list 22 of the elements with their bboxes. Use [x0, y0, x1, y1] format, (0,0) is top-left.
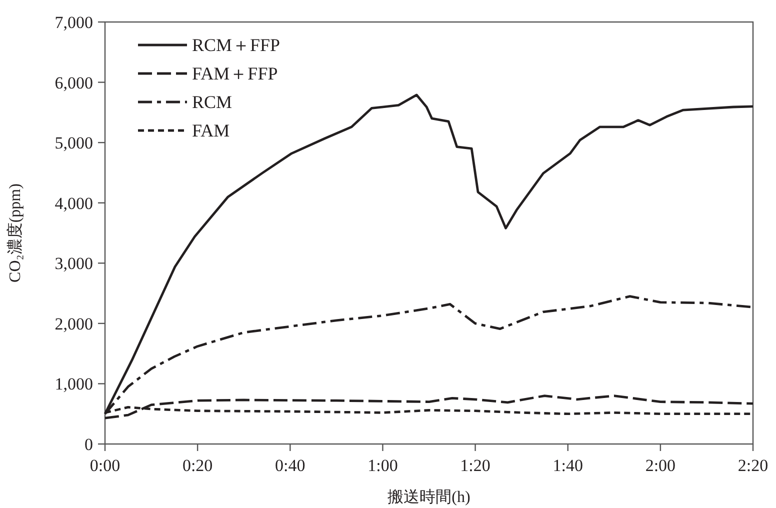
y-tick-label: 5,000 [54, 134, 93, 153]
y-tick-label: 2,000 [54, 314, 93, 334]
x-tick-label: 2:20 [738, 456, 768, 475]
y-tick-label: 1,000 [54, 374, 93, 394]
legend-label: RCM [192, 92, 232, 112]
x-axis-title: 搬送時間(h) [388, 488, 470, 506]
x-tick-label: 0:20 [182, 456, 213, 475]
legend-label: FAM＋FFP [192, 64, 278, 84]
x-tick-label: 1:40 [552, 456, 583, 475]
x-tick-label: 0:00 [90, 456, 120, 475]
legend-label: FAM [192, 120, 230, 140]
y-tick-label: 4,000 [54, 194, 93, 213]
y-tick-label: 3,000 [54, 254, 93, 274]
legend-label: RCM＋FFP [192, 35, 280, 55]
y-axis-title: CO₂濃度(ppm) [6, 184, 24, 282]
x-tick-label: 1:20 [460, 456, 490, 475]
y-tick-label: 6,000 [54, 73, 93, 92]
x-tick-label: 2:00 [645, 456, 676, 475]
y-tick-label: 7,000 [54, 13, 93, 32]
y-tick-label: 0 [84, 435, 93, 454]
x-tick-label: 0:40 [275, 456, 306, 475]
x-tick-label: 1:00 [368, 456, 398, 475]
